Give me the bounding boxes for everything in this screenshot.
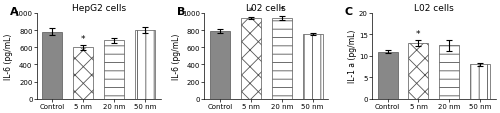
Bar — [210, 32, 230, 99]
Bar — [241, 19, 261, 99]
Y-axis label: IL-1 a (pg/mL): IL-1 a (pg/mL) — [348, 30, 358, 83]
Text: *: * — [280, 6, 284, 15]
Text: A: A — [10, 7, 18, 17]
Text: *: * — [81, 34, 86, 43]
Title: HepG2 cells: HepG2 cells — [72, 4, 126, 13]
Title: L02 cells: L02 cells — [246, 4, 286, 13]
Text: C: C — [344, 7, 353, 17]
Text: *: * — [416, 30, 420, 39]
Y-axis label: IL-6 (pg/mL): IL-6 (pg/mL) — [4, 33, 13, 79]
Text: *: * — [248, 7, 253, 15]
Bar — [440, 46, 460, 99]
Text: B: B — [177, 7, 186, 17]
Bar — [378, 52, 398, 99]
Bar — [272, 19, 291, 99]
Bar — [73, 48, 94, 99]
Bar — [408, 44, 428, 99]
Bar — [302, 35, 322, 99]
Bar — [470, 65, 490, 99]
Y-axis label: IL-6 (pg/mL): IL-6 (pg/mL) — [172, 33, 181, 79]
Bar — [135, 31, 155, 99]
Title: L02 cells: L02 cells — [414, 4, 454, 13]
Bar — [42, 33, 62, 99]
Bar — [104, 41, 124, 99]
